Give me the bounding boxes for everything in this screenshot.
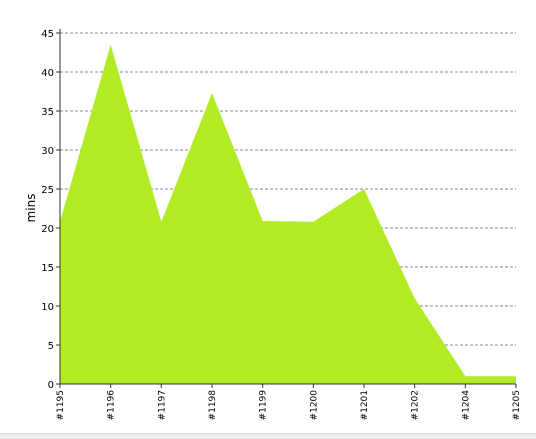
y-tick-label: 15 — [41, 263, 54, 274]
axes — [59, 29, 516, 385]
y-tick-label: 25 — [41, 185, 54, 196]
y-tick-label: 40 — [41, 68, 54, 79]
y-tick-label: 5 — [48, 341, 54, 352]
x-tick-label: #1197 — [157, 390, 167, 420]
y-tick-label: 20 — [41, 224, 54, 235]
y-tick-label: 0 — [48, 380, 54, 391]
x-tick-label: #1205 — [512, 390, 522, 420]
area-fill — [60, 44, 516, 384]
x-tick-label: #1195 — [56, 390, 66, 420]
y-tick-label: 30 — [41, 146, 54, 157]
y-tick-label: 35 — [41, 107, 54, 118]
x-tick-label: #1199 — [259, 390, 269, 421]
x-tick-label: #1202 — [411, 390, 421, 420]
x-tick-label: #1201 — [360, 390, 370, 420]
area-series — [60, 44, 516, 384]
x-tick-label: #1204 — [461, 390, 471, 421]
x-tick-label: #1198 — [208, 390, 218, 421]
x-tick-label: #1200 — [309, 390, 319, 421]
x-tick-label: #1196 — [107, 390, 117, 421]
bottom-strip — [0, 433, 536, 439]
y-tick-labels: 0 5 10 15 20 25 30 35 40 45 — [41, 29, 60, 391]
y-axis-label: mins — [24, 194, 38, 223]
x-tick-labels: #1195 #1196 #1197 #1198 #1199 #1200 #1201 #1202… — [56, 384, 522, 420]
y-tick-label: 10 — [41, 302, 54, 313]
y-tick-label: 45 — [41, 29, 54, 40]
